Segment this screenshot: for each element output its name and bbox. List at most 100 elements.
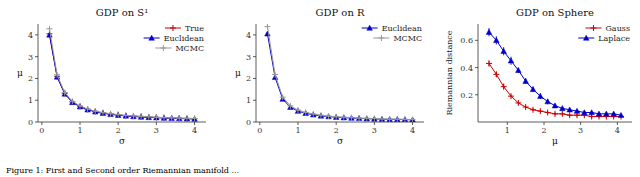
marker — [169, 115, 175, 121]
marker — [515, 100, 521, 106]
y-tick-label: 3 — [246, 53, 251, 62]
line — [489, 32, 621, 115]
marker — [123, 113, 129, 118]
y-tick-label: 0.6 — [460, 36, 473, 45]
marker — [371, 116, 377, 122]
y-tick — [35, 122, 38, 123]
x-tick — [374, 122, 375, 125]
marker — [364, 116, 370, 121]
marker — [486, 29, 492, 34]
x-tick — [336, 122, 337, 125]
legend-label: True — [185, 24, 204, 33]
marker — [501, 84, 507, 90]
marker — [176, 115, 182, 121]
marker — [131, 114, 137, 119]
legend: GaussLaplace — [578, 24, 630, 43]
marker — [552, 103, 558, 108]
marker — [596, 111, 602, 116]
caption: Figure 1: First and Second order Riemann… — [6, 166, 239, 175]
marker — [77, 103, 83, 109]
y-axis-label: μ — [235, 68, 241, 78]
x-tick-label: 0 — [39, 126, 44, 135]
x-tick — [412, 122, 413, 125]
x-axis — [478, 122, 632, 123]
legend-label: MCMC — [393, 34, 422, 43]
line — [49, 35, 194, 119]
marker — [192, 116, 198, 122]
marker — [130, 113, 136, 119]
y-tick-label: 1 — [246, 96, 251, 105]
marker — [402, 117, 408, 122]
legend-marker — [160, 45, 166, 51]
series — [486, 60, 624, 119]
marker — [326, 113, 332, 119]
marker — [123, 113, 129, 119]
marker — [184, 116, 190, 122]
y-tick-label: 1 — [28, 96, 33, 105]
marker — [523, 104, 529, 110]
marker — [176, 115, 182, 121]
marker — [341, 114, 347, 120]
marker — [493, 71, 499, 77]
marker — [341, 115, 347, 120]
title: GDP on R — [315, 7, 365, 18]
marker — [108, 111, 114, 117]
x-axis-label: σ — [119, 136, 125, 146]
y-tick-label: 0 — [246, 118, 251, 127]
marker — [356, 115, 362, 120]
y-tick — [35, 78, 38, 79]
marker — [123, 112, 129, 118]
y-tick-label: 4 — [28, 31, 33, 40]
x-tick-label: 4 — [410, 126, 415, 135]
x-axis — [38, 122, 206, 123]
marker — [508, 58, 514, 63]
series — [265, 31, 416, 122]
x-tick-label: 2 — [334, 126, 339, 135]
legend: EuclideanMCMC — [362, 24, 422, 43]
marker — [402, 116, 408, 122]
marker — [153, 114, 159, 120]
marker — [192, 116, 198, 121]
y-tick — [253, 100, 256, 101]
marker — [295, 107, 301, 113]
marker — [604, 111, 610, 116]
marker — [92, 109, 98, 115]
marker — [272, 72, 278, 78]
marker — [92, 108, 98, 114]
y-tick — [475, 67, 478, 68]
y-tick — [253, 56, 256, 57]
marker — [574, 108, 580, 113]
x-tick — [259, 122, 260, 125]
marker — [486, 60, 492, 66]
marker — [523, 78, 529, 83]
marker — [494, 38, 500, 43]
y-tick-label: 2 — [28, 74, 33, 83]
legend-label: Laplace — [598, 34, 630, 43]
marker — [364, 115, 370, 121]
marker — [545, 109, 551, 115]
x-tick — [298, 122, 299, 125]
line — [489, 63, 621, 116]
marker — [356, 115, 362, 121]
marker — [108, 111, 114, 117]
marker — [552, 111, 558, 117]
line — [267, 27, 412, 120]
marker — [410, 117, 416, 122]
line — [49, 34, 194, 119]
marker — [100, 110, 106, 115]
marker — [379, 116, 385, 122]
x-tick-label: 0 — [257, 126, 262, 135]
x-tick — [580, 122, 581, 125]
marker — [47, 32, 53, 37]
title: GDP on Sphere — [516, 7, 594, 18]
marker — [618, 112, 624, 117]
marker — [115, 112, 121, 117]
y-axis — [38, 24, 39, 122]
legend-label: Euclidean — [164, 34, 204, 43]
marker — [387, 116, 393, 122]
x-tick — [617, 122, 618, 125]
x-tick — [41, 122, 42, 125]
marker — [582, 110, 588, 115]
marker — [264, 24, 270, 30]
y-tick — [253, 122, 256, 123]
